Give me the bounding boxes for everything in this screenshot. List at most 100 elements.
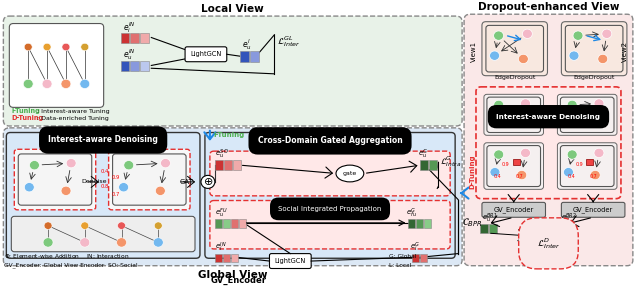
FancyBboxPatch shape (210, 200, 450, 249)
Text: Local View: Local View (202, 4, 264, 14)
Bar (231, 254, 237, 262)
Circle shape (201, 175, 215, 188)
Text: 0.9: 0.9 (502, 162, 509, 167)
Text: Social Integrated Propagation: Social Integrated Propagation (278, 206, 381, 212)
Circle shape (80, 79, 90, 89)
Circle shape (61, 79, 71, 89)
Text: Dropout-enhanced View: Dropout-enhanced View (477, 2, 620, 12)
Bar (489, 224, 497, 233)
Bar (429, 160, 437, 170)
Ellipse shape (336, 165, 364, 182)
Circle shape (567, 150, 577, 159)
Text: $e_u^{IN}$: $e_u^{IN}$ (122, 47, 135, 63)
FancyBboxPatch shape (3, 16, 462, 126)
Text: LightGCN: LightGCN (190, 51, 221, 57)
Text: $e_u^{SO}$: $e_u^{SO}$ (215, 148, 228, 161)
Text: $e_u^{BR2}$: $e_u^{BR2}$ (561, 211, 577, 225)
Bar (223, 219, 230, 228)
Circle shape (81, 222, 89, 229)
FancyBboxPatch shape (484, 94, 543, 135)
Bar (417, 219, 424, 228)
Text: GAT: GAT (179, 179, 193, 185)
FancyBboxPatch shape (482, 22, 547, 76)
Text: Cross-Domain Gated Aggregation: Cross-Domain Gated Aggregation (258, 136, 403, 145)
FancyBboxPatch shape (561, 97, 614, 132)
Circle shape (563, 116, 573, 125)
Circle shape (161, 158, 170, 168)
Circle shape (43, 43, 51, 51)
Circle shape (594, 148, 604, 158)
FancyBboxPatch shape (113, 154, 186, 205)
Circle shape (490, 116, 500, 125)
Bar (224, 160, 232, 170)
Circle shape (602, 29, 612, 38)
Text: $e_{fu}^G$: $e_{fu}^G$ (406, 206, 417, 220)
FancyBboxPatch shape (561, 22, 627, 76)
Circle shape (42, 79, 52, 89)
Circle shape (573, 31, 583, 40)
Text: $\oplus$: Element-wise Addition    IN: Interaction: $\oplus$: Element-wise Addition IN: Inte… (4, 252, 130, 260)
Text: : Interest-aware Tuning: : Interest-aware Tuning (37, 109, 109, 114)
FancyBboxPatch shape (10, 23, 104, 107)
Text: GV_Encoder: GV_Encoder (210, 276, 266, 285)
Circle shape (154, 238, 163, 247)
FancyBboxPatch shape (557, 143, 617, 189)
Circle shape (66, 158, 76, 168)
Bar (131, 33, 140, 43)
Circle shape (124, 160, 134, 170)
Text: 0.7: 0.7 (111, 192, 120, 197)
Text: GV_Encoder: GV_Encoder (573, 206, 613, 213)
Bar (420, 160, 428, 170)
Circle shape (522, 29, 532, 38)
Text: D-Tuning: D-Tuning (469, 155, 475, 189)
Bar (250, 51, 259, 62)
Text: EdgeDropout: EdgeDropout (494, 76, 536, 80)
Text: EdgeDropout: EdgeDropout (573, 76, 615, 80)
Text: Denoise: Denoise (81, 179, 106, 184)
Bar (215, 160, 223, 170)
Circle shape (24, 43, 32, 51)
Text: gate: gate (343, 171, 357, 176)
Bar (420, 254, 428, 262)
Circle shape (518, 54, 528, 63)
Circle shape (43, 238, 53, 247)
FancyBboxPatch shape (12, 216, 195, 252)
Circle shape (44, 222, 52, 229)
Circle shape (520, 99, 531, 108)
Circle shape (29, 160, 40, 170)
Bar (223, 254, 230, 262)
Circle shape (563, 168, 573, 177)
Circle shape (516, 118, 527, 127)
Text: $e_i^{IN}$: $e_i^{IN}$ (122, 20, 135, 35)
Text: Global View: Global View (198, 270, 268, 280)
Text: $e_u^{FU}$: $e_u^{FU}$ (215, 206, 228, 220)
Text: D-Tuning: D-Tuning (12, 116, 44, 121)
Text: 0.4: 0.4 (494, 174, 502, 179)
Text: $e_i^{IN}$: $e_i^{IN}$ (215, 241, 227, 254)
Text: Interest-aware Denoising: Interest-aware Denoising (48, 136, 158, 144)
Text: LightGCN: LightGCN (275, 258, 306, 264)
FancyBboxPatch shape (476, 87, 621, 199)
Circle shape (516, 170, 527, 180)
Circle shape (81, 43, 89, 51)
Text: $\mathcal{L}^{D}_{Inter}$: $\mathcal{L}^{D}_{Inter}$ (537, 236, 560, 251)
Bar (424, 219, 431, 228)
Circle shape (116, 238, 127, 247)
Text: 0.9: 0.9 (575, 162, 583, 167)
FancyBboxPatch shape (557, 94, 617, 135)
Bar (131, 61, 140, 71)
Circle shape (493, 100, 504, 110)
Text: L: Local: L: Local (388, 263, 411, 268)
Text: 0.8: 0.8 (100, 184, 109, 189)
Circle shape (490, 168, 500, 177)
Circle shape (590, 118, 600, 127)
Text: 0.4: 0.4 (567, 174, 575, 179)
Text: GV_Encoder: Global View Encoder  SO: Social: GV_Encoder: Global View Encoder SO: Soci… (4, 263, 138, 268)
Bar (120, 33, 129, 43)
FancyBboxPatch shape (484, 143, 543, 189)
Text: 0.7: 0.7 (516, 174, 524, 179)
Text: 0.4: 0.4 (100, 170, 109, 174)
Bar (513, 159, 520, 165)
FancyBboxPatch shape (486, 25, 543, 72)
Bar (215, 254, 222, 262)
